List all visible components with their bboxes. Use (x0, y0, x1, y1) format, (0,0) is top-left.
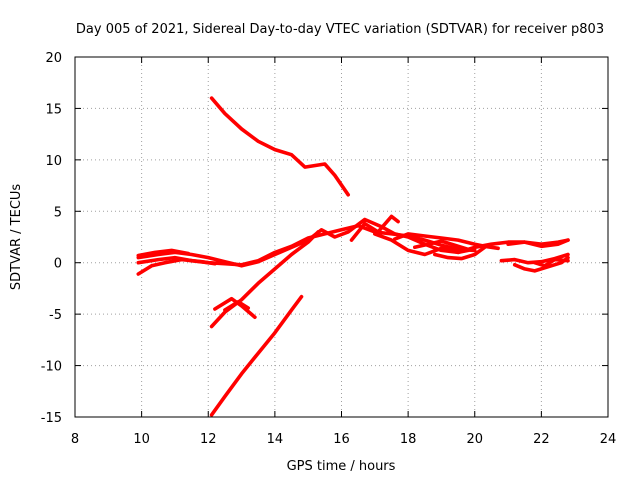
x-axis-label: GPS time / hours (287, 459, 396, 474)
series-line-track-mid-rising (209, 230, 321, 329)
y-tick-label: -15 (41, 411, 62, 426)
x-tick-label: 22 (533, 432, 550, 447)
chart-title: Day 005 of 2021, Sidereal Day-to-day VTE… (76, 22, 604, 37)
axes-ticks: 8 10 12 14 16 18 20 22 24 -15 -10 -5 0 5 10 15 20 (41, 51, 617, 447)
x-tick-label: 16 (333, 432, 350, 447)
y-tick-label: -5 (49, 308, 62, 323)
series-line-track-arc-18-20 (392, 232, 500, 251)
y-tick-label: 5 (54, 205, 62, 220)
series-line-track-tail-c (532, 257, 570, 268)
x-tick-label: 10 (133, 432, 150, 447)
series-group (136, 96, 570, 417)
x-tick-label: 18 (400, 432, 417, 447)
x-tick-label: 14 (267, 432, 284, 447)
x-tick-label: 24 (600, 432, 617, 447)
x-tick-label: 8 (71, 432, 79, 447)
series-line-track-band-18-20 (412, 239, 470, 252)
series-line-track-main-d (136, 248, 191, 258)
x-tick-label: 12 (200, 432, 217, 447)
series-line-track-upper-descending (209, 96, 351, 197)
y-tick-label: 20 (45, 51, 62, 66)
y-tick-label: -10 (41, 360, 62, 375)
y-tick-label: 0 (54, 257, 62, 272)
series-line-track-tail-d (506, 238, 570, 249)
series-line-track-bump-18 (372, 232, 470, 257)
y-tick-label: 15 (45, 102, 62, 117)
y-tick-label: 10 (45, 154, 62, 169)
series-line-track-dip-19 (432, 245, 487, 261)
series-line-track-spike (349, 214, 400, 242)
series-line-track-low-rising (209, 294, 304, 417)
series-line-track-main-c (136, 257, 217, 276)
x-tick-label: 20 (466, 432, 483, 447)
series-line-track-short-b (223, 299, 250, 312)
grid (75, 57, 608, 417)
y-axis-label: SDTVAR / TECUs (9, 184, 24, 291)
